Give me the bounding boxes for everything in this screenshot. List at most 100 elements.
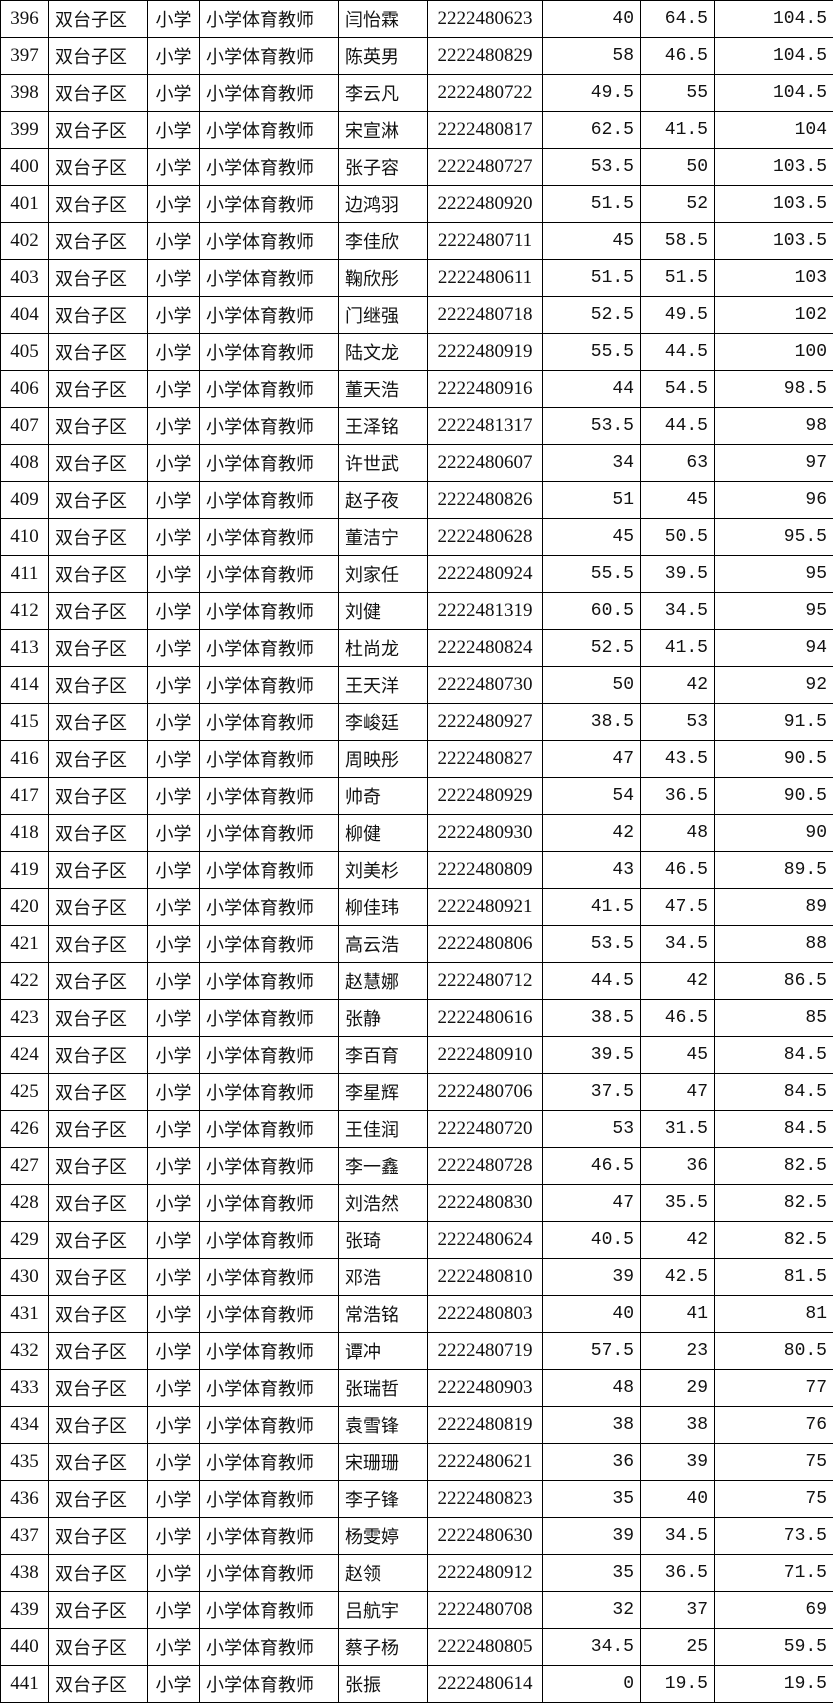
district-cell: 双台子区	[48, 1184, 148, 1222]
table-row: 433 双台子区 小学 小学体育教师 张瑞哲 2222480903 48 29 77	[0, 1369, 833, 1407]
row-number-cell: 412	[0, 592, 49, 630]
table-row: 440 双台子区 小学 小学体育教师 蔡子杨 2222480805 34.5 25 59.5	[0, 1628, 833, 1666]
total-score-cell: 95	[714, 555, 833, 593]
interview-score-cell: 40	[640, 1480, 715, 1518]
district-cell: 双台子区	[48, 1332, 148, 1370]
position-cell: 小学体育教师	[199, 74, 339, 112]
row-number-cell: 396	[0, 0, 49, 38]
school-level-cell: 小学	[147, 1517, 200, 1555]
school-level-cell: 小学	[147, 592, 200, 630]
candidate-name-cell: 杜尚龙	[338, 629, 428, 667]
district-cell: 双台子区	[48, 666, 148, 704]
row-number-cell: 437	[0, 1517, 49, 1555]
written-score-cell: 39	[542, 1258, 641, 1296]
position-cell: 小学体育教师	[199, 333, 339, 371]
position-cell: 小学体育教师	[199, 962, 339, 1000]
school-level-cell: 小学	[147, 777, 200, 815]
interview-score-cell: 42	[640, 1221, 715, 1259]
position-cell: 小学体育教师	[199, 1517, 339, 1555]
district-cell: 双台子区	[48, 481, 148, 519]
written-score-cell: 32	[542, 1591, 641, 1629]
table-row: 437 双台子区 小学 小学体育教师 杨雯婷 2222480630 39 34.5 73.5	[0, 1517, 833, 1555]
exam-id-cell: 2222480924	[427, 555, 543, 593]
row-number-cell: 410	[0, 518, 49, 556]
written-score-cell: 45	[542, 222, 641, 260]
exam-id-cell: 2222480727	[427, 148, 543, 186]
position-cell: 小学体育教师	[199, 1443, 339, 1481]
total-score-cell: 103.5	[714, 185, 833, 223]
total-score-cell: 75	[714, 1443, 833, 1481]
position-cell: 小学体育教师	[199, 925, 339, 963]
row-number-cell: 436	[0, 1480, 49, 1518]
written-score-cell: 62.5	[542, 111, 641, 149]
total-score-cell: 98	[714, 407, 833, 445]
school-level-cell: 小学	[147, 370, 200, 408]
school-level-cell: 小学	[147, 814, 200, 852]
row-number-cell: 406	[0, 370, 49, 408]
row-number-cell: 426	[0, 1110, 49, 1148]
candidate-name-cell: 赵子夜	[338, 481, 428, 519]
school-level-cell: 小学	[147, 185, 200, 223]
school-level-cell: 小学	[147, 1184, 200, 1222]
row-number-cell: 411	[0, 555, 49, 593]
table-row: 421 双台子区 小学 小学体育教师 高云浩 2222480806 53.5 34.5 88	[0, 925, 833, 963]
row-number-cell: 423	[0, 999, 49, 1037]
total-score-cell: 88	[714, 925, 833, 963]
interview-score-cell: 58.5	[640, 222, 715, 260]
total-score-cell: 89.5	[714, 851, 833, 889]
district-cell: 双台子区	[48, 296, 148, 334]
school-level-cell: 小学	[147, 518, 200, 556]
school-level-cell: 小学	[147, 1480, 200, 1518]
candidate-name-cell: 李星辉	[338, 1073, 428, 1111]
candidate-name-cell: 张振	[338, 1665, 428, 1703]
candidate-name-cell: 王泽铭	[338, 407, 428, 445]
total-score-cell: 104.5	[714, 74, 833, 112]
school-level-cell: 小学	[147, 666, 200, 704]
interview-score-cell: 36	[640, 1147, 715, 1185]
candidate-name-cell: 董洁宁	[338, 518, 428, 556]
exam-id-cell: 2222480628	[427, 518, 543, 556]
school-level-cell: 小学	[147, 851, 200, 889]
exam-id-cell: 2222480712	[427, 962, 543, 1000]
written-score-cell: 44	[542, 370, 641, 408]
candidate-name-cell: 谭冲	[338, 1332, 428, 1370]
exam-id-cell: 2222480829	[427, 37, 543, 75]
total-score-cell: 59.5	[714, 1628, 833, 1666]
row-number-cell: 425	[0, 1073, 49, 1111]
interview-score-cell: 64.5	[640, 0, 715, 38]
district-cell: 双台子区	[48, 1036, 148, 1074]
school-level-cell: 小学	[147, 111, 200, 149]
school-level-cell: 小学	[147, 259, 200, 297]
interview-score-cell: 41	[640, 1295, 715, 1333]
district-cell: 双台子区	[48, 1221, 148, 1259]
position-cell: 小学体育教师	[199, 999, 339, 1037]
district-cell: 双台子区	[48, 1295, 148, 1333]
school-level-cell: 小学	[147, 629, 200, 667]
total-score-cell: 85	[714, 999, 833, 1037]
district-cell: 双台子区	[48, 1554, 148, 1592]
school-level-cell: 小学	[147, 1295, 200, 1333]
row-number-cell: 424	[0, 1036, 49, 1074]
written-score-cell: 58	[542, 37, 641, 75]
candidate-name-cell: 帅奇	[338, 777, 428, 815]
candidate-name-cell: 刘浩然	[338, 1184, 428, 1222]
written-score-cell: 57.5	[542, 1332, 641, 1370]
written-score-cell: 38.5	[542, 999, 641, 1037]
exam-id-cell: 2222480806	[427, 925, 543, 963]
interview-score-cell: 52	[640, 185, 715, 223]
candidate-name-cell: 刘健	[338, 592, 428, 630]
written-score-cell: 54	[542, 777, 641, 815]
district-cell: 双台子区	[48, 740, 148, 778]
school-level-cell: 小学	[147, 296, 200, 334]
exam-id-cell: 2222480827	[427, 740, 543, 778]
candidate-name-cell: 常浩铭	[338, 1295, 428, 1333]
total-score-cell: 89	[714, 888, 833, 926]
interview-score-cell: 45	[640, 1036, 715, 1074]
written-score-cell: 60.5	[542, 592, 641, 630]
written-score-cell: 35	[542, 1554, 641, 1592]
position-cell: 小学体育教师	[199, 185, 339, 223]
total-score-cell: 80.5	[714, 1332, 833, 1370]
school-level-cell: 小学	[147, 1147, 200, 1185]
candidate-name-cell: 高云浩	[338, 925, 428, 963]
written-score-cell: 55.5	[542, 555, 641, 593]
